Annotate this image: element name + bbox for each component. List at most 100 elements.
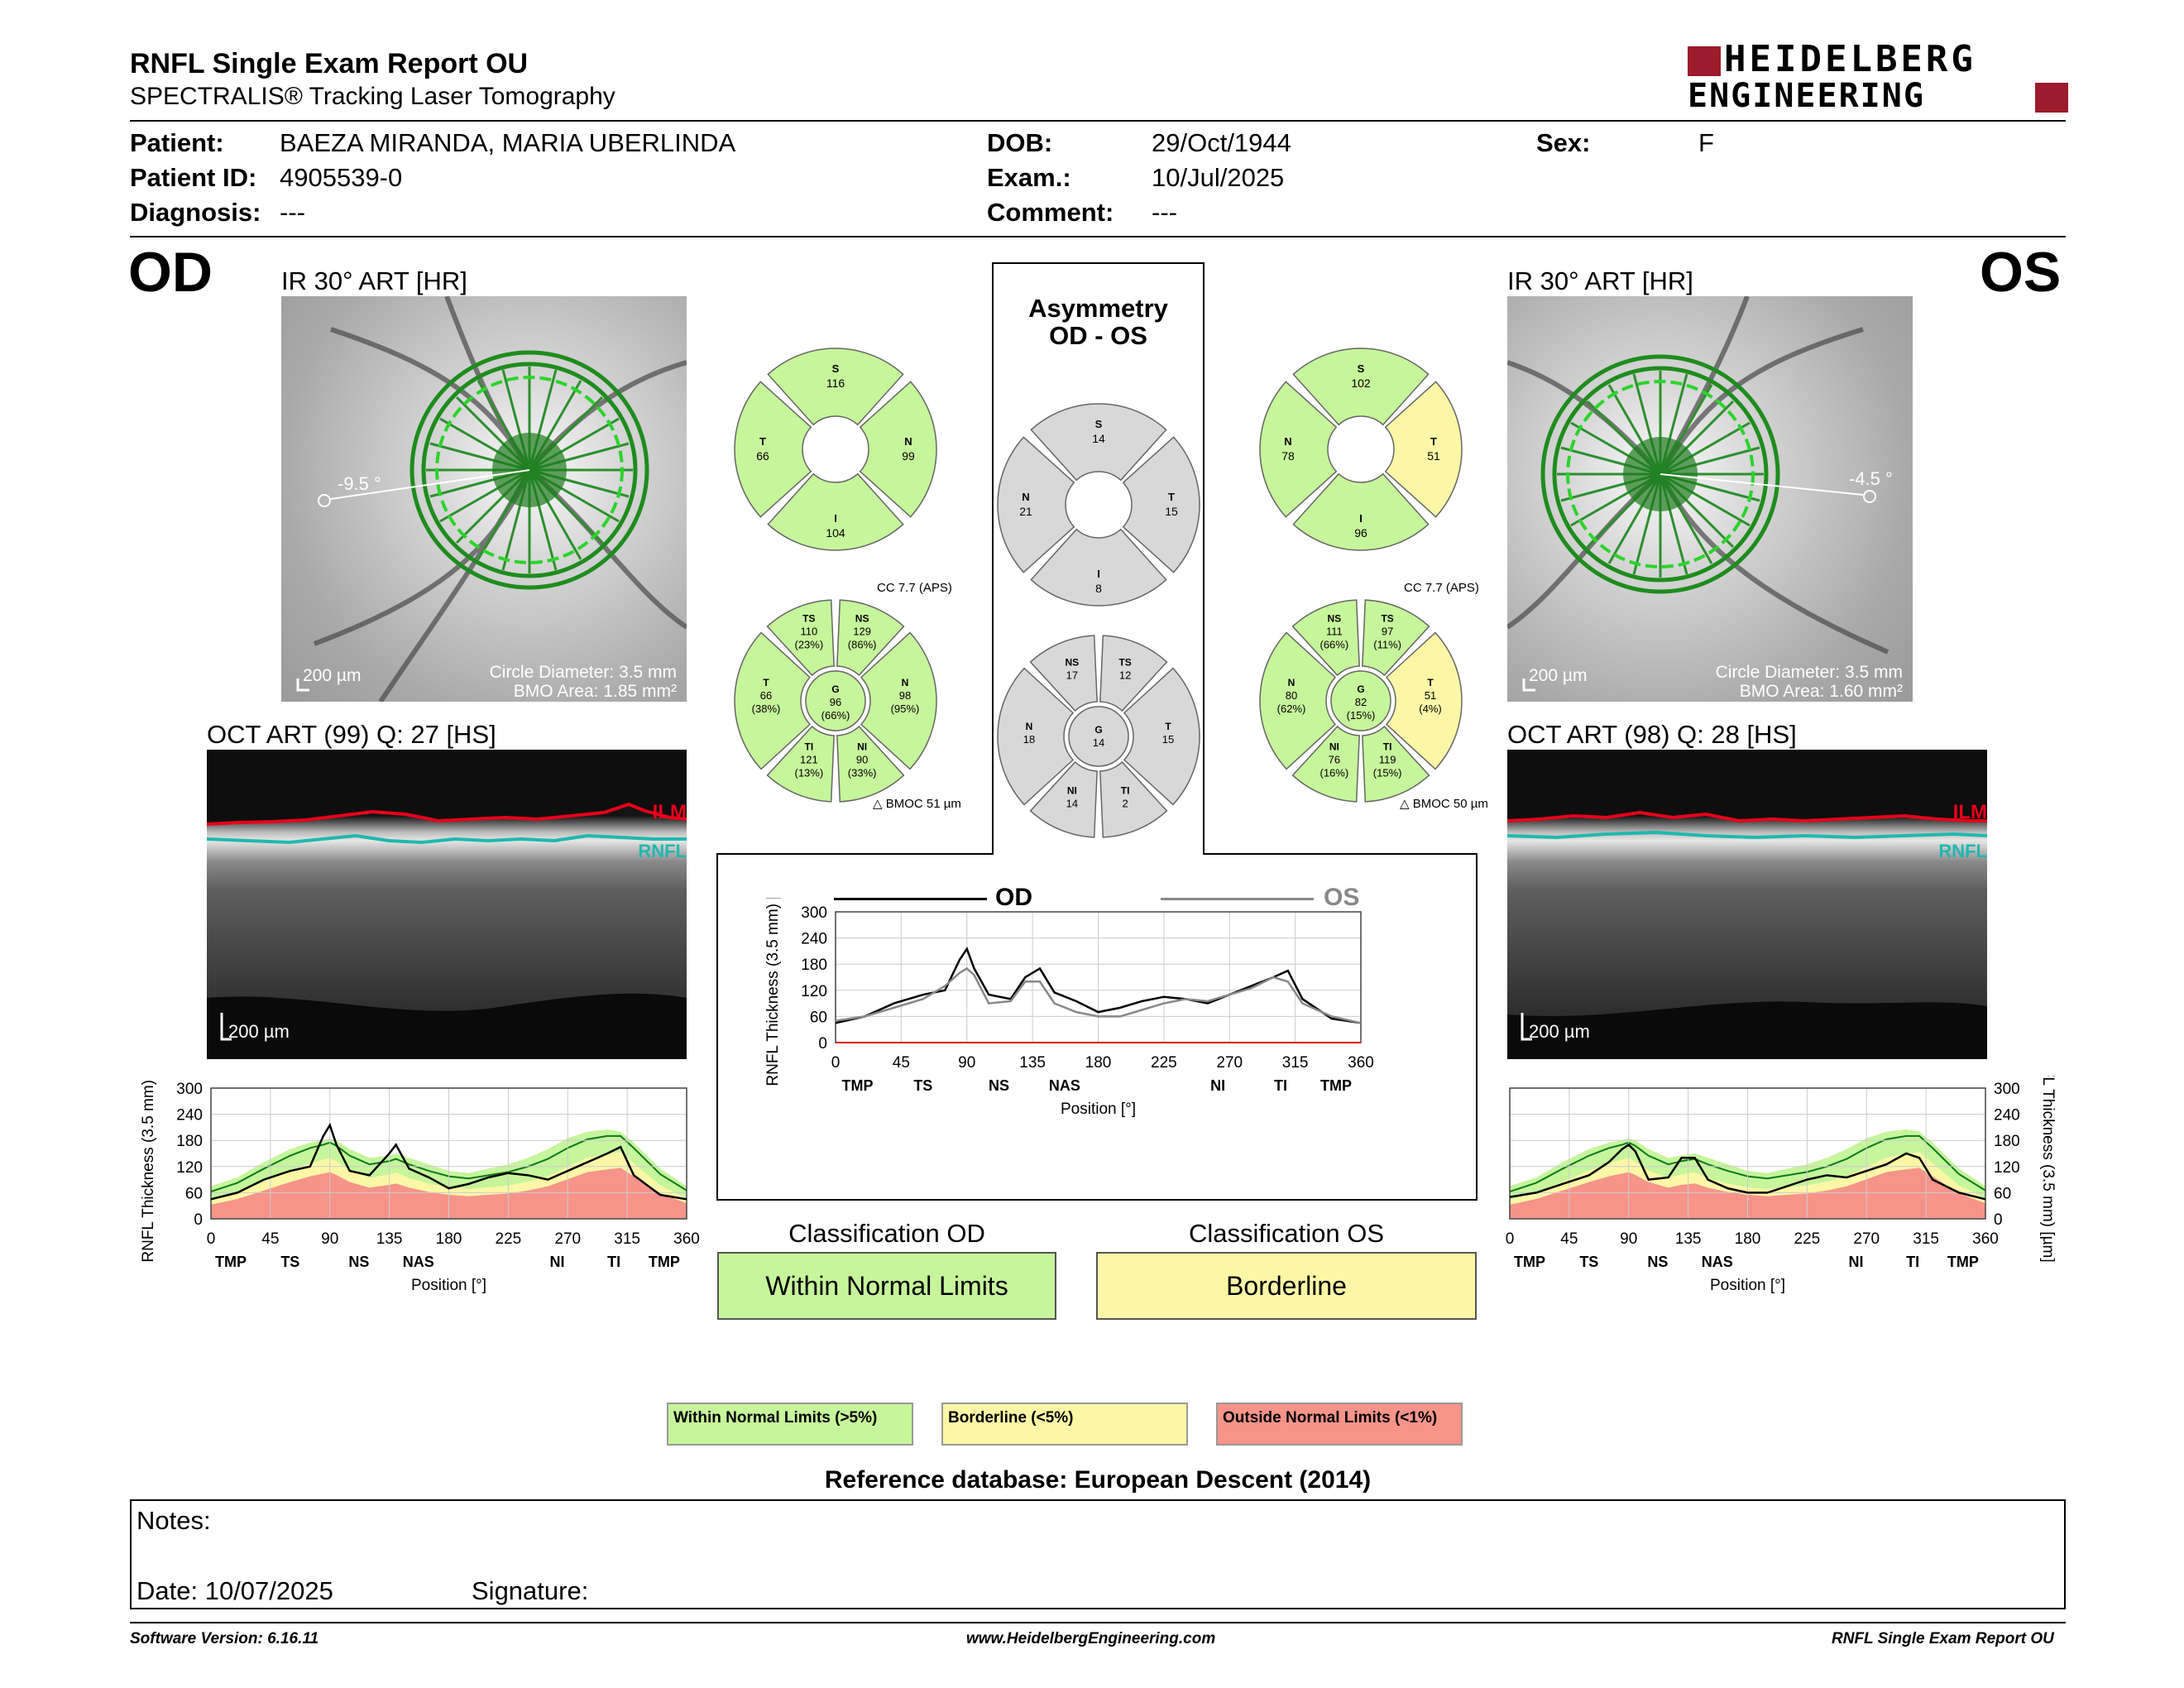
sector-axis-label: NAS — [403, 1254, 434, 1270]
od-oct-image: ILM RNFL 200 µm — [207, 750, 687, 1059]
mean-line — [1509, 1134, 1986, 1193]
os-quadrant-i — [1292, 472, 1430, 551]
patient-label: Patient: — [130, 128, 224, 157]
asym-sector-ts — [1099, 635, 1168, 712]
y-axis-title: RNFL Thickness (3.5 mm) [µm] — [2039, 1076, 2057, 1263]
brand-logo: HEIDELBERG ENGINEERING — [1688, 41, 2068, 116]
od-sector-ts — [766, 599, 835, 677]
notes-label: Notes: — [136, 1506, 211, 1535]
os-quad-label-i: I — [1359, 512, 1363, 525]
ytick-label: 120 — [176, 1159, 203, 1177]
sector-axis-label: TS — [913, 1077, 932, 1094]
sector-axis-label: TMP — [649, 1254, 680, 1270]
asym-sector-value-ti: 2 — [1123, 798, 1128, 810]
asym-quadrant-s — [1030, 403, 1167, 482]
brand-line-1: HEIDELBERG — [1724, 38, 1976, 80]
ytick-label: 60 — [810, 1009, 827, 1026]
od-sector-value-g: 96 — [830, 696, 841, 708]
os-sector-t — [1385, 631, 1463, 770]
os-thickness-chart: 0 60 120 180 240 300 0 45 90 135 180 225 270 315 360 TM… — [1506, 1076, 2057, 1294]
asym-quad-value-i: 8 — [1095, 582, 1102, 595]
os-sector-value-ts: 97 — [1382, 625, 1393, 637]
od-sector-ti — [766, 725, 835, 803]
series-line-0 — [210, 1122, 687, 1201]
ytick-label: 120 — [801, 983, 827, 1000]
signature-label: Signature: — [472, 1576, 589, 1605]
ytick-label: 300 — [801, 904, 827, 922]
xtick-label: 225 — [1794, 1230, 1821, 1248]
os-quadrant-t — [1384, 381, 1463, 518]
xtick-label: 90 — [1620, 1230, 1637, 1248]
ytick-label: 300 — [176, 1081, 203, 1098]
sector-axis-label: NAS — [1702, 1254, 1733, 1270]
comment-label: Comment: — [987, 198, 1114, 227]
od-sector-label-ni: NI — [857, 741, 867, 753]
od-quad-label-n: N — [904, 435, 912, 448]
od-thickness-chart: 0 60 120 180 240 300 0 45 90 135 180 225 270 315 360 TM… — [140, 1076, 700, 1294]
xtick-label: 270 — [1216, 1054, 1243, 1072]
date-label: Date: 10/07/2025 — [136, 1576, 333, 1605]
xtick-label: 0 — [1506, 1230, 1515, 1248]
xtick-label: 360 — [1348, 1054, 1373, 1072]
ytick-label: 60 — [185, 1185, 203, 1202]
xtick-label: 135 — [1019, 1054, 1046, 1072]
report-subtitle: SPECTRALIS® Tracking Laser Tomography — [130, 83, 615, 110]
od-bmoc-label: △ BMOC 51 µm — [873, 796, 961, 811]
od-sector-pct-n: (95%) — [891, 703, 920, 715]
asym-sector-n — [997, 667, 1075, 806]
od-sector-value-ti: 121 — [800, 754, 818, 766]
xtick-label: 0 — [831, 1054, 841, 1072]
os-sector-value-ti: 119 — [1379, 754, 1396, 766]
asym-quadrant-n — [997, 436, 1075, 573]
od-quadrant-i — [767, 472, 904, 551]
y-axis-title: RNFL Thickness (3.5 mm) [µm] — [140, 1076, 157, 1263]
legend-normal: Within Normal Limits (>5%) — [667, 1403, 913, 1446]
sector-axis-label: TMP — [1947, 1254, 1979, 1270]
od-sector-ns — [836, 599, 905, 677]
xtick-label: 180 — [1735, 1230, 1761, 1248]
os-quad-label-s: S — [1358, 362, 1365, 375]
asym-sector-value-g: 14 — [1093, 736, 1104, 749]
od-sector-t — [734, 631, 812, 770]
os-sector-value-g: 82 — [1355, 696, 1367, 708]
os-sector-n — [1259, 631, 1337, 770]
od-sector-ni — [836, 725, 905, 803]
od-oct-drawing — [207, 750, 687, 1059]
os-sector-label-ti: TI — [1383, 741, 1392, 753]
od-sector-label-n: N — [902, 677, 909, 688]
od-sector-value-t: 66 — [760, 689, 772, 702]
sector-axis-label: NI — [549, 1254, 564, 1270]
sector-axis-label: NS — [989, 1077, 1009, 1094]
ytick-label: 240 — [176, 1107, 203, 1125]
od-cc-label: CC 7.7 (APS) — [877, 581, 952, 595]
x-axis-title: Position [°] — [411, 1277, 486, 1294]
series-line-0 — [1509, 1143, 1986, 1201]
asym-quad-label-t: T — [1168, 491, 1175, 503]
dob-label: DOB: — [987, 128, 1053, 157]
xtick-label: 360 — [1972, 1230, 1999, 1248]
sector-axis-label: TI — [607, 1254, 620, 1270]
os-sector-pct-ni: (16%) — [1320, 767, 1349, 779]
asymmetry-thickness-chart: 0 60 120 180 240 300 0 45 90 135 180 225 270 315 360 TM… — [764, 898, 1373, 1118]
footer-rule — [130, 1622, 2066, 1623]
os-quad-label-n: N — [1284, 435, 1291, 448]
asym-quadrant-i — [1030, 528, 1167, 607]
asym-sector-value-ni: 14 — [1066, 798, 1078, 810]
od-quad-label-i: I — [834, 512, 837, 525]
os-sector-pct-ts: (11%) — [1373, 638, 1401, 650]
ytick-label: 120 — [1994, 1159, 2020, 1177]
asym-sector-label-g: G — [1094, 724, 1102, 736]
sector-axis-label: TMP — [215, 1254, 247, 1270]
patient-id: 4905539-0 — [280, 163, 403, 192]
os-circle-diameter: Circle Diameter: 3.5 mm — [1715, 663, 1903, 682]
od-sector-label-ns: NS — [855, 612, 869, 624]
reference-database: Reference database: European Descent (20… — [824, 1466, 1372, 1494]
brand-block-1 — [1688, 46, 1721, 76]
os-sector-diagram: NS111(66%)TS97(11%)T51(4%)TI119(15%)NI76… — [1259, 599, 1463, 803]
legend-od-line — [834, 898, 987, 900]
brand-block-2 — [2035, 83, 2068, 113]
sector-axis-label: NS — [1647, 1254, 1668, 1270]
sector-axis-label: TMP — [1320, 1077, 1352, 1094]
